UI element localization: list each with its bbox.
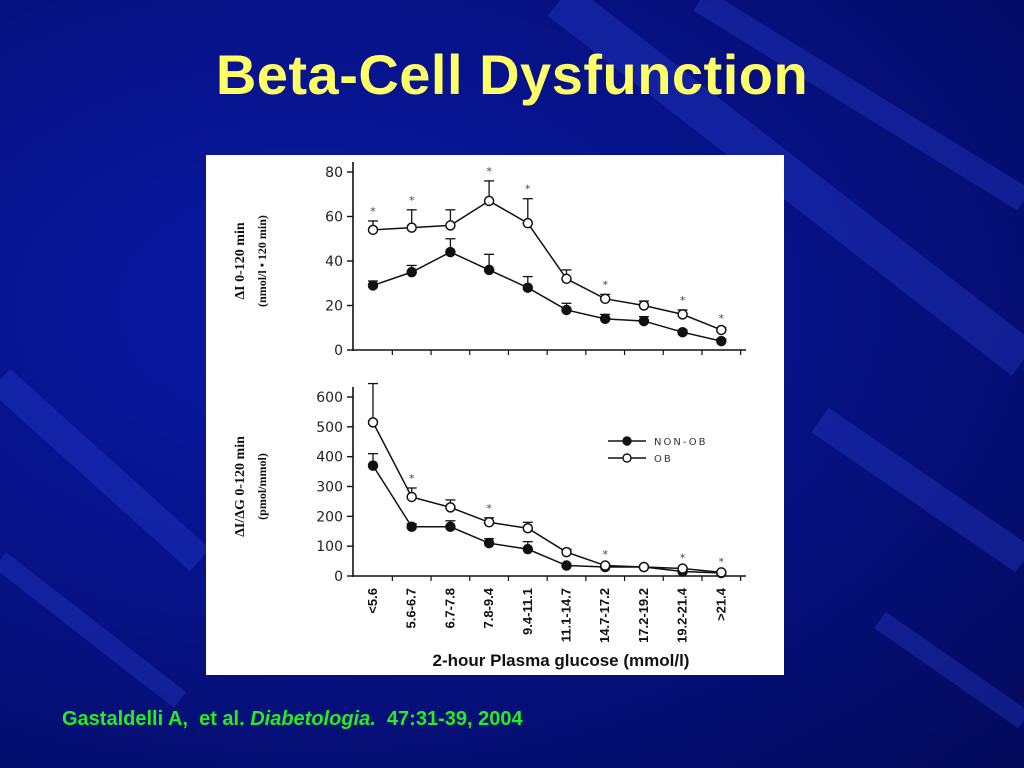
panel2-point-ob xyxy=(367,417,379,428)
panel2-point-non-ob xyxy=(483,537,495,549)
panel1-point-ob xyxy=(638,300,650,311)
x-category-label: 19.2-21.4 xyxy=(675,587,690,643)
panel1-point-non-ob xyxy=(716,335,727,347)
panel2-y-tick-label: 0 xyxy=(334,569,343,585)
panel1-point-ob xyxy=(522,217,534,229)
panel2-point-ob xyxy=(716,567,727,578)
panel1-significance-marker: * xyxy=(486,165,492,178)
panel2-point-ob xyxy=(638,561,650,573)
panel2-point-ob xyxy=(406,491,417,503)
panel1-y-tick-label: 80 xyxy=(325,165,343,181)
panel2-significance-marker: * xyxy=(719,556,725,569)
panel2-point-non-ob xyxy=(522,543,534,555)
panel2-y-tick-label: 300 xyxy=(316,480,343,496)
panel2-point-ob xyxy=(677,563,688,574)
x-category-label: 5.6-6.7 xyxy=(404,588,419,628)
panel1-point-ob xyxy=(406,222,417,233)
panel1-point-non-ob xyxy=(367,280,379,291)
panel1-point-ob xyxy=(483,195,495,207)
panel2-point-ob xyxy=(445,502,456,513)
panel1-significance-marker: * xyxy=(602,278,608,291)
legend-marker xyxy=(622,453,632,463)
citation: Gastaldelli A, et al. Diabetologia. 47:3… xyxy=(62,708,523,731)
panel2-point-non-ob xyxy=(367,460,379,471)
panel1-significance-marker: * xyxy=(525,183,531,196)
panel1-point-non-ob xyxy=(638,315,650,327)
legend-label: NON-OB xyxy=(654,437,707,448)
panel1-point-ob xyxy=(716,324,727,336)
x-category-label: 14.7-17.2 xyxy=(597,588,612,643)
citation-journal: Diabetologia. xyxy=(250,708,376,730)
panel1-point-non-ob xyxy=(677,326,688,338)
panel1-point-ob xyxy=(677,309,688,320)
panel2-point-ob xyxy=(522,523,534,534)
panel1-y-axis-label: ΔI 0-120 min xyxy=(233,222,248,299)
panel1-point-non-ob xyxy=(445,246,456,258)
panel1-series-ob-line xyxy=(372,200,722,331)
panel2-point-ob xyxy=(561,546,572,558)
slide-title: Beta-Cell Dysfunction xyxy=(215,43,809,106)
panel1-significance-marker: * xyxy=(680,294,686,307)
legend-label: OB xyxy=(654,454,673,465)
panel2-significance-marker: * xyxy=(680,551,686,564)
panel1-point-ob xyxy=(599,293,611,305)
panel2-significance-marker: * xyxy=(409,472,415,485)
panel1-y-axis-unit: (nmol/l • 120 min) xyxy=(255,215,269,307)
panel2-y-tick-label: 600 xyxy=(316,390,343,406)
panel2-y-axis-label: ΔI/ΔG 0-120 min xyxy=(233,436,248,537)
panel1-series-non-ob-line xyxy=(372,251,722,342)
panel2-point-non-ob xyxy=(561,560,572,571)
panel2-y-tick-label: 200 xyxy=(316,509,343,525)
panel2-y-tick-label: 100 xyxy=(316,539,343,555)
panel1-point-non-ob xyxy=(599,313,611,325)
panel1-point-non-ob xyxy=(483,264,495,276)
citation-reference: 47:31-39, 2004 xyxy=(375,708,523,730)
panel2-significance-marker: * xyxy=(602,548,608,561)
x-category-label: 9.4-11.1 xyxy=(520,588,535,635)
chart-figure: 0 20 40 60 80 ΔI 0-120 min (nmol/l • 120 min) *… xyxy=(233,162,746,670)
x-category-label: >21.4 xyxy=(713,587,728,621)
x-category-label: 17.2-19.2 xyxy=(636,588,651,643)
figure-panel: 0 20 40 60 80 ΔI 0-120 min (nmol/l • 120 min) *… xyxy=(206,155,784,675)
panel2-point-ob xyxy=(483,517,495,528)
x-category-label: <5.6 xyxy=(365,588,380,614)
panel1-significance-marker: * xyxy=(370,205,376,218)
panel1-point-ob xyxy=(367,224,379,236)
x-axis-label: 2-hour Plasma glucose (mmol/l) xyxy=(433,651,690,670)
panel1-point-non-ob xyxy=(561,304,572,316)
panel2-point-ob xyxy=(599,560,611,571)
panel1-point-non-ob xyxy=(522,282,534,293)
panel1-y-tick-label: 20 xyxy=(325,299,343,315)
panel2-series-non-ob-line xyxy=(372,465,722,574)
panel1-y-tick-label: 60 xyxy=(325,210,343,226)
panel1-significance-marker: * xyxy=(409,194,415,207)
panel1-point-ob xyxy=(561,273,572,285)
panel1-y-tick-label: 40 xyxy=(325,254,343,270)
panel2-y-tick-label: 500 xyxy=(316,420,343,436)
panel2-significance-marker: * xyxy=(486,502,492,515)
citation-authors: Gastaldelli A, et al. xyxy=(62,708,251,730)
panel2-series-ob-line xyxy=(372,422,722,574)
x-category-label: 6.7-7.8 xyxy=(442,588,457,628)
legend-marker xyxy=(622,436,632,446)
panel1-significance-marker: * xyxy=(719,312,725,325)
panel2-y-axis-unit: (pmol/mmol) xyxy=(255,453,269,520)
panel2-point-non-ob xyxy=(445,521,456,533)
panel2-point-non-ob xyxy=(406,521,417,533)
panel1-y-tick-label: 0 xyxy=(334,343,343,359)
panel2-y-tick-label: 400 xyxy=(316,450,343,466)
panel1-point-non-ob xyxy=(406,266,417,278)
panel1-point-ob xyxy=(445,220,456,231)
x-category-label: 11.1-14.7 xyxy=(559,588,574,642)
x-category-label: 7.8-9.4 xyxy=(481,587,496,628)
